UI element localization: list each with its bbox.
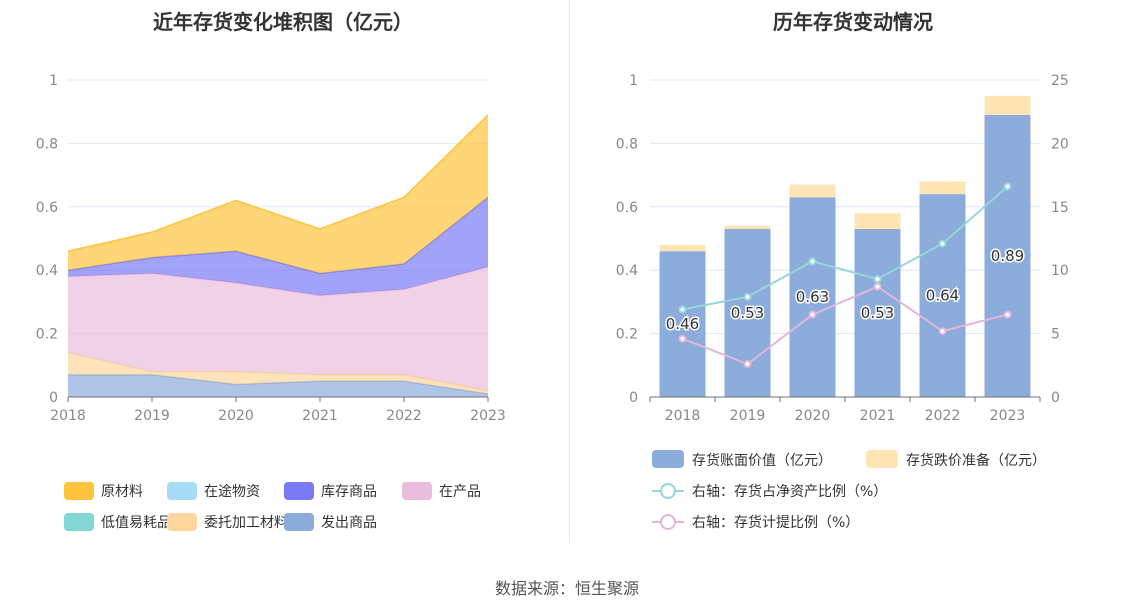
line-provision-ratio: [682, 285, 1008, 366]
provision-point: [873, 282, 882, 291]
bar-book-value: [984, 114, 1031, 398]
x-tick-label: 2022: [386, 408, 422, 424]
legend-marker-ratio: [660, 483, 676, 499]
provision-point: [808, 310, 817, 319]
bar-book-value: [659, 251, 706, 397]
x-tick-label: 2018: [665, 408, 701, 424]
bar-impairment-reserve: [854, 213, 901, 229]
area-2: [68, 352, 488, 394]
divider: [569, 0, 570, 542]
bar-value-label: 0.89: [991, 247, 1024, 265]
legend-swatch: [64, 513, 94, 531]
bar-impairment-reserve: [984, 95, 1031, 115]
ratio-point: [873, 275, 882, 284]
legend-label: 在途物资: [204, 483, 260, 500]
x-tick-label: 2021: [302, 408, 338, 424]
bar-value-label: 0.64: [926, 287, 959, 305]
legend-label-reserve: 存货跌价准备（亿元）: [906, 452, 1046, 469]
area-3: [68, 267, 488, 391]
y-tick-label: 1: [49, 73, 58, 89]
legend-label: 发出商品: [321, 515, 377, 531]
y-tick-label: 0.6: [616, 200, 638, 216]
ratio-point: [678, 305, 687, 314]
bar-book-value: [724, 228, 771, 397]
y2-tick-label: 25: [1051, 73, 1069, 89]
bar-value-label: 0.53: [861, 304, 894, 322]
legend-label: 在产品: [439, 484, 481, 500]
legend-swatch-book: [652, 450, 684, 468]
legend-swatch: [284, 482, 314, 500]
y-tick-label: 0: [49, 390, 58, 406]
x-tick-label: 2021: [860, 408, 896, 424]
legend-label-provision: 右轴：存货计提比例（%）: [692, 514, 859, 531]
bar-impairment-reserve: [919, 181, 966, 195]
provision-point: [1003, 310, 1012, 319]
bar-impairment-reserve: [789, 184, 836, 198]
data-source: 数据来源：恒生聚源: [494, 579, 639, 598]
legend-swatch: [64, 482, 94, 500]
y-tick-label: 0.4: [36, 263, 58, 279]
area-1: [68, 374, 488, 397]
area-4: [68, 197, 488, 296]
left-chart-title: 近年存货变化堆积图（亿元）: [153, 10, 413, 34]
legend-label-book: 存货账面价值（亿元）: [692, 452, 832, 469]
bar-impairment-reserve: [659, 244, 706, 252]
y-tick-label: 0.8: [36, 136, 58, 152]
y-tick-label: 0.4: [616, 263, 638, 279]
provision-point: [743, 360, 752, 369]
bar-book-value: [789, 197, 836, 397]
y-tick-label: 0.2: [616, 327, 638, 343]
bar-value-label: 0.53: [731, 304, 764, 322]
legend-label: 低值易耗品: [101, 515, 171, 531]
legend-swatch: [167, 482, 197, 500]
y2-tick-label: 10: [1051, 263, 1069, 279]
provision-point: [678, 334, 687, 343]
y2-tick-label: 15: [1051, 200, 1069, 216]
x-tick-label: 2019: [730, 408, 766, 424]
x-tick-label: 2023: [470, 408, 506, 424]
right-chart-title: 历年存货变动情况: [773, 10, 933, 34]
y-tick-label: 0: [629, 390, 638, 406]
ratio-point: [808, 257, 817, 266]
bar-value-label: 0.63: [796, 288, 829, 306]
area-5: [68, 114, 488, 274]
ratio-point: [938, 239, 947, 248]
legend-swatch: [167, 513, 197, 531]
provision-point: [938, 327, 947, 336]
y-tick-label: 1: [629, 73, 638, 89]
x-tick-label: 2023: [990, 408, 1026, 424]
x-tick-label: 2022: [925, 408, 961, 424]
x-tick-label: 2019: [134, 408, 170, 424]
legend-swatch: [402, 482, 432, 500]
x-tick-label: 2020: [218, 408, 254, 424]
legend-label: 委托加工材料: [204, 515, 288, 531]
y-tick-label: 0.6: [36, 200, 58, 216]
bar-value-label: 0.46: [666, 315, 699, 333]
ratio-point: [743, 292, 752, 301]
legend-label-ratio: 右轴：存货占净资产比例（%）: [692, 483, 887, 500]
stacked-area-chart: 0 0.2 0.4 0.6 0.8 1 2018 2019 2020 2021 2022 2023 原材…: [36, 73, 506, 531]
x-tick-label: 2018: [50, 408, 86, 424]
y2-tick-label: 0: [1051, 390, 1060, 406]
y-tick-label: 0.8: [616, 136, 638, 152]
legend-label: 原材料: [101, 484, 143, 500]
area-top-line-5: [67, 114, 489, 252]
legend-label: 库存商品: [321, 484, 377, 500]
legend-swatch: [284, 513, 314, 531]
x-tick-label: 2020: [795, 408, 831, 424]
line-inventory-net-assets-ratio: [682, 185, 1009, 311]
bar-book-value: [919, 194, 966, 397]
legend-swatch-reserve: [866, 450, 898, 468]
bar-book-value: [854, 228, 901, 397]
y2-tick-label: 20: [1051, 136, 1069, 152]
ratio-point: [1003, 182, 1012, 191]
bar-impairment-reserve: [724, 225, 771, 229]
legend-marker-provision: [660, 514, 676, 530]
y2-tick-label: 5: [1051, 327, 1060, 343]
y-tick-label: 0.2: [36, 327, 58, 343]
